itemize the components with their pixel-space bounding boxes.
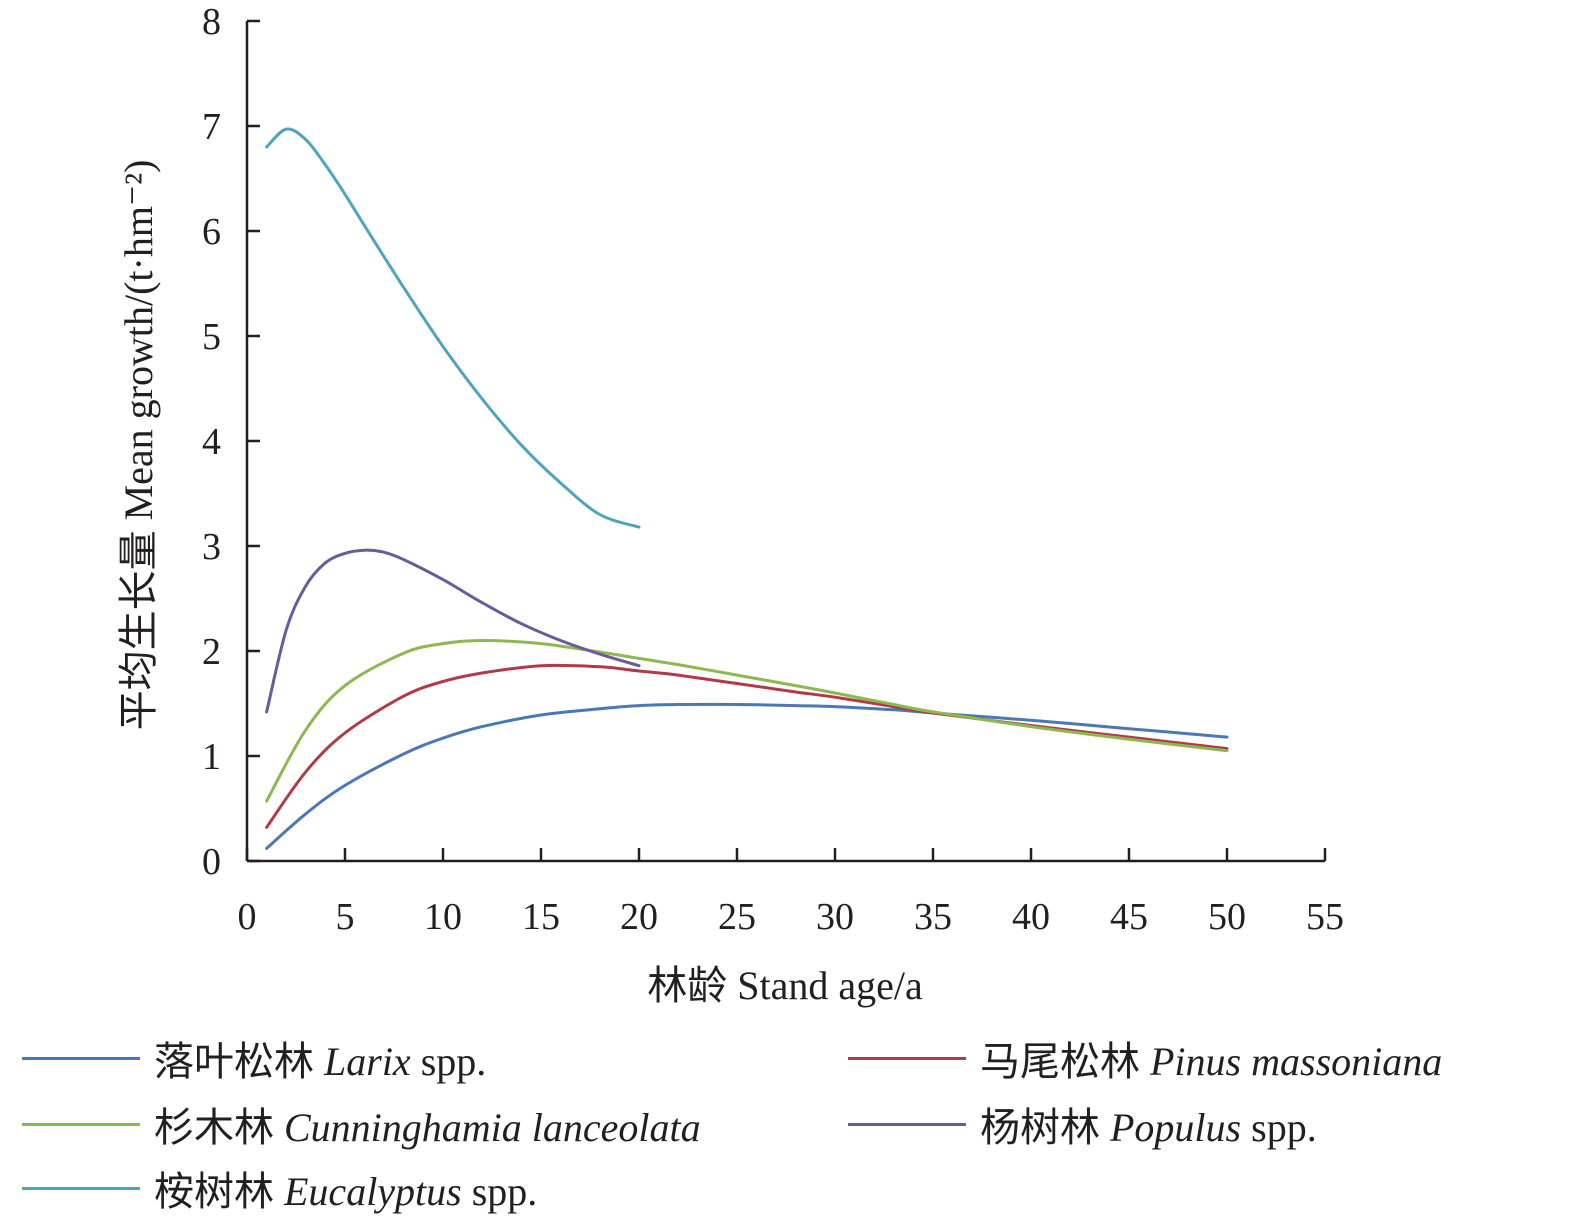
- x-tick-label: 0: [238, 896, 257, 938]
- legend-swatch-eucalyptus: [22, 1186, 140, 1190]
- y-tick-label: 5: [202, 316, 221, 358]
- x-tick-label: 50: [1208, 896, 1246, 938]
- y-tick-label: 6: [202, 211, 221, 253]
- legend-swatch-cunninghamia: [22, 1122, 140, 1126]
- x-tick-label: 10: [424, 896, 462, 938]
- y-tick-label: 4: [202, 421, 221, 463]
- legend-item-larix: 落叶松林 Larix spp.: [22, 1030, 486, 1086]
- legend-swatch-populus: [848, 1122, 966, 1126]
- y-tick-label: 7: [202, 106, 221, 148]
- legend-swatch-larix: [22, 1056, 140, 1060]
- y-tick-label: 3: [202, 526, 221, 568]
- legend-item-populus: 杨树林 Populus spp.: [848, 1096, 1317, 1152]
- x-tick-label: 15: [522, 896, 560, 938]
- legend-item-cunninghamia: 杉木林 Cunninghamia lanceolata: [22, 1096, 701, 1152]
- x-tick-label: 45: [1110, 896, 1148, 938]
- legend-label-pinus: 马尾松林 Pinus massoniana: [980, 1039, 1443, 1084]
- legend-swatch-pinus: [848, 1056, 966, 1060]
- series-line-pinus: [265, 663, 1229, 829]
- legend-label-larix: 落叶松林 Larix spp.: [154, 1039, 487, 1084]
- legend-label-cunninghamia: 杉木林 Cunninghamia lanceolata: [154, 1105, 701, 1150]
- x-tick-label: 25: [718, 896, 756, 938]
- y-tick-label: 8: [202, 1, 221, 43]
- legend-item-pinus: 马尾松林 Pinus massoniana: [848, 1030, 1442, 1086]
- plot-lines: [265, 127, 1229, 850]
- x-tick-label: 55: [1306, 896, 1344, 938]
- series-line-cunninghamia: [265, 638, 1229, 803]
- x-tick-label: 5: [336, 896, 355, 938]
- x-tick-label: 20: [620, 896, 658, 938]
- x-axis: 0 5 10 15 20 25 30 35 40 45 50 55: [238, 848, 1344, 938]
- series-line-eucalyptus: [265, 127, 641, 529]
- legend-item-eucalyptus: 桉树林 Eucalyptus spp.: [22, 1160, 537, 1216]
- y-axis: 0 1 2 3 4 5 6 7 8: [202, 1, 260, 883]
- legend: 落叶松林 Larix spp. 马尾松林 Pinus massoniana 杉木…: [0, 1020, 1575, 1220]
- x-axis-title: 林龄 Stand age/a: [647, 963, 923, 1008]
- series-line-populus: [265, 548, 641, 714]
- y-tick-label: 2: [202, 631, 221, 673]
- x-tick-label: 30: [816, 896, 854, 938]
- legend-label-eucalyptus: 桉树林 Eucalyptus spp.: [154, 1169, 538, 1214]
- y-tick-label: 1: [202, 736, 221, 778]
- series-line-larix: [265, 702, 1229, 850]
- x-tick-label: 40: [1012, 896, 1050, 938]
- x-tick-label: 35: [914, 896, 952, 938]
- legend-label-populus: 杨树林 Populus spp.: [980, 1105, 1317, 1150]
- y-tick-label: 0: [202, 841, 221, 883]
- y-axis-title: 平均生长量 Mean growth/(t·hm⁻²): [116, 160, 161, 731]
